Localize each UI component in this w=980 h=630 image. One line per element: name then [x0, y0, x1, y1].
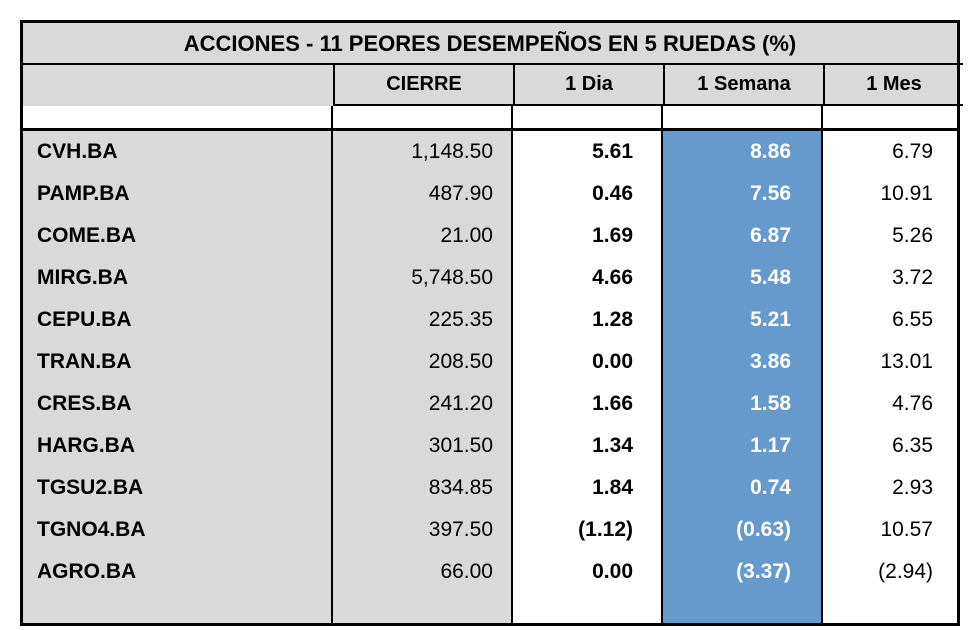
table-title: ACCIONES - 11 PEORES DESEMPEÑOS EN 5 RUE…: [23, 23, 957, 63]
table-row: COME.BA21.001.696.875.26: [23, 215, 957, 257]
cell-semana: 5.21: [663, 299, 823, 341]
cell-semana: (3.37): [663, 551, 823, 593]
header-dia: 1 Dia: [513, 63, 663, 106]
cell-mes: 10.57: [823, 509, 963, 551]
cell-dia: (1.12): [513, 509, 663, 551]
table-row: CRES.BA241.201.661.584.76: [23, 383, 957, 425]
cell-cierre: 834.85: [333, 467, 513, 509]
cell-semana: 6.87: [663, 215, 823, 257]
cell-dia: 1.66: [513, 383, 663, 425]
cell-dia: 1.34: [513, 425, 663, 467]
cell-semana: 1.17: [663, 425, 823, 467]
cell-cierre: 66.00: [333, 551, 513, 593]
cell-ticker: CRES.BA: [23, 383, 333, 425]
cell-ticker: MIRG.BA: [23, 257, 333, 299]
cell-dia: 0.46: [513, 173, 663, 215]
cell-dia: 5.61: [513, 131, 663, 173]
cell-mes: 2.93: [823, 467, 963, 509]
cell-mes: 13.01: [823, 341, 963, 383]
header-semana: 1 Semana: [663, 63, 823, 106]
cell-semana: 5.48: [663, 257, 823, 299]
cell-ticker: TGNO4.BA: [23, 509, 333, 551]
cell-ticker: COME.BA: [23, 215, 333, 257]
table-body: CVH.BA1,148.505.618.866.79PAMP.BA487.900…: [23, 128, 957, 623]
cell-dia: 0.00: [513, 341, 663, 383]
cell-cierre: 225.35: [333, 299, 513, 341]
table-row: TGNO4.BA397.50(1.12)(0.63)10.57: [23, 509, 957, 551]
cell-dia: 0.00: [513, 551, 663, 593]
table-row: MIRG.BA5,748.504.665.483.72: [23, 257, 957, 299]
header-spacer: [23, 106, 957, 128]
cell-semana: 1.58: [663, 383, 823, 425]
table-row: TRAN.BA208.500.003.8613.01: [23, 341, 957, 383]
cell-cierre: 21.00: [333, 215, 513, 257]
cell-dia: 4.66: [513, 257, 663, 299]
cell-cierre: 301.50: [333, 425, 513, 467]
cell-mes: 4.76: [823, 383, 963, 425]
cell-dia: 1.69: [513, 215, 663, 257]
cell-ticker: TRAN.BA: [23, 341, 333, 383]
table-header-row: CIERRE 1 Dia 1 Semana 1 Mes: [23, 63, 957, 106]
table-row: HARG.BA301.501.341.176.35: [23, 425, 957, 467]
cell-mes: (2.94): [823, 551, 963, 593]
cell-semana: (0.63): [663, 509, 823, 551]
table-row: PAMP.BA487.900.467.5610.91: [23, 173, 957, 215]
cell-semana: 0.74: [663, 467, 823, 509]
cell-mes: 6.35: [823, 425, 963, 467]
cell-mes: 6.55: [823, 299, 963, 341]
cell-semana: 8.86: [663, 131, 823, 173]
cell-cierre: 487.90: [333, 173, 513, 215]
header-cierre: CIERRE: [333, 63, 513, 106]
cell-ticker: TGSU2.BA: [23, 467, 333, 509]
cell-mes: 10.91: [823, 173, 963, 215]
cell-cierre: 397.50: [333, 509, 513, 551]
stock-performance-table: ACCIONES - 11 PEORES DESEMPEÑOS EN 5 RUE…: [20, 20, 960, 626]
table-row: CVH.BA1,148.505.618.866.79: [23, 131, 957, 173]
header-mes: 1 Mes: [823, 63, 963, 106]
cell-ticker: HARG.BA: [23, 425, 333, 467]
cell-cierre: 1,148.50: [333, 131, 513, 173]
cell-mes: 3.72: [823, 257, 963, 299]
body-end-spacer: [23, 593, 957, 623]
cell-dia: 1.84: [513, 467, 663, 509]
cell-cierre: 241.20: [333, 383, 513, 425]
table-row: AGRO.BA66.000.00(3.37)(2.94): [23, 551, 957, 593]
cell-cierre: 5,748.50: [333, 257, 513, 299]
cell-semana: 3.86: [663, 341, 823, 383]
header-ticker-blank: [23, 63, 333, 106]
cell-ticker: AGRO.BA: [23, 551, 333, 593]
cell-mes: 6.79: [823, 131, 963, 173]
cell-mes: 5.26: [823, 215, 963, 257]
cell-cierre: 208.50: [333, 341, 513, 383]
cell-ticker: CVH.BA: [23, 131, 333, 173]
cell-ticker: CEPU.BA: [23, 299, 333, 341]
cell-semana: 7.56: [663, 173, 823, 215]
cell-dia: 1.28: [513, 299, 663, 341]
table-row: TGSU2.BA834.851.840.742.93: [23, 467, 957, 509]
cell-ticker: PAMP.BA: [23, 173, 333, 215]
table-row: CEPU.BA225.351.285.216.55: [23, 299, 957, 341]
